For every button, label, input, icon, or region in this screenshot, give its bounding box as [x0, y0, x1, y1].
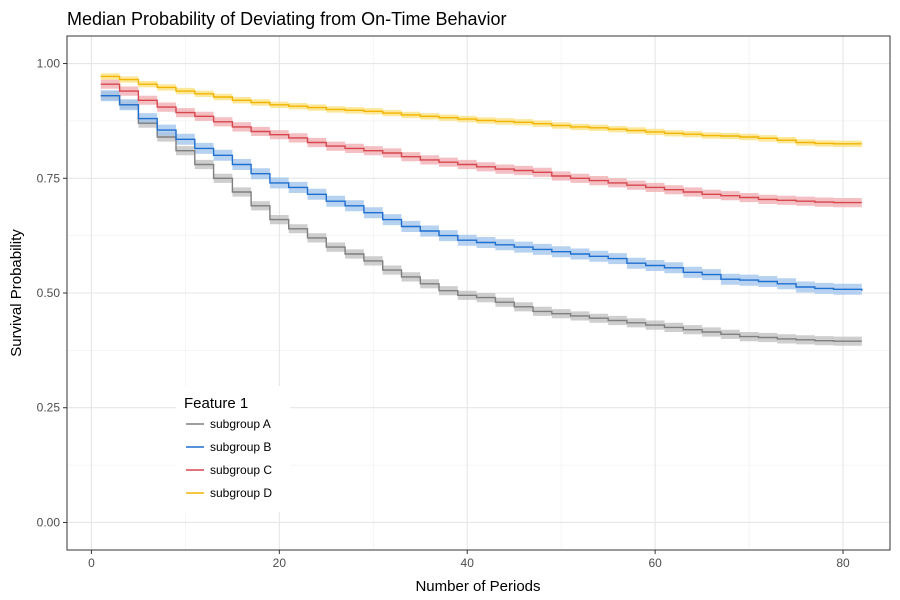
chart-title: Median Probability of Deviating from On-…: [67, 9, 507, 29]
subgroup-d-line: [100, 75, 862, 145]
y-axis-title: Survival Probability: [8, 229, 25, 357]
y-tick-label: 1.00: [37, 57, 61, 71]
legend-label: subgroup D: [210, 486, 272, 500]
y-tick-label: 0.25: [37, 401, 61, 415]
legend-label: subgroup C: [210, 463, 272, 477]
subgroup-b-line: [100, 95, 863, 291]
subgroup-a-confidence-band: [100, 91, 862, 346]
legend-label: subgroup B: [210, 440, 271, 454]
y-tick-label: 0.50: [37, 286, 61, 300]
legend-items: subgroup A subgroup B subgroup C subgroup D: [186, 417, 272, 500]
legend-background: [176, 386, 290, 512]
y-tick-label: 0.00: [37, 515, 61, 529]
x-tick-label: 60: [648, 556, 662, 570]
x-axis: 0 20 40 60 80: [88, 550, 850, 570]
x-axis-title: Number of Periods: [415, 578, 540, 595]
legend: Feature 1 subgroup A subgroup B subgroup C…: [176, 386, 290, 512]
legend-label: subgroup A: [210, 417, 271, 431]
x-tick-label: 80: [836, 556, 850, 570]
y-tick-label: 0.75: [37, 171, 61, 185]
y-axis: 0.00 0.25 0.50 0.75 1.00: [37, 57, 67, 529]
x-tick-label: 0: [88, 556, 95, 570]
legend-title: Feature 1: [184, 395, 248, 412]
subgroup-a-line: [100, 95, 862, 342]
subgroup-c-line: [100, 83, 862, 204]
x-tick-label: 20: [273, 556, 287, 570]
survival-lines: [100, 75, 863, 342]
x-tick-label: 40: [461, 556, 475, 570]
